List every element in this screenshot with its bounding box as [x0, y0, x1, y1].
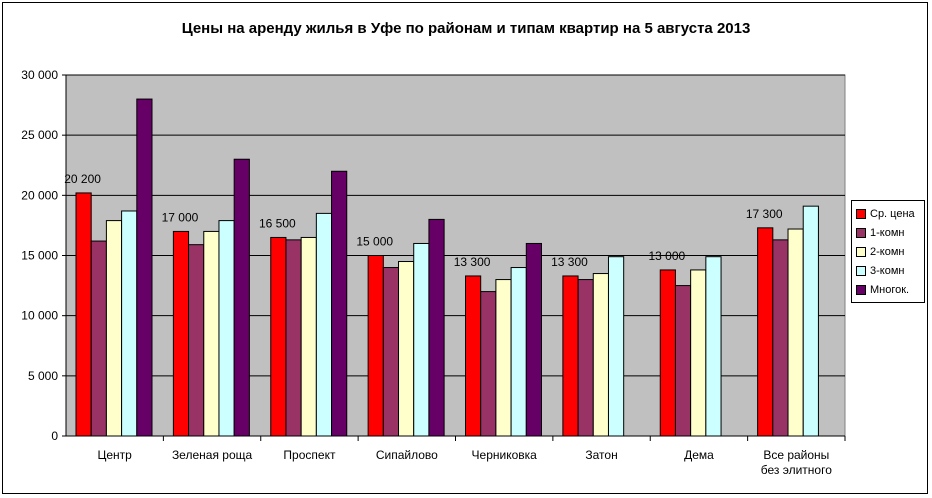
bar-Ср. цена — [562, 275, 579, 437]
bar-2-комн — [787, 228, 804, 437]
x-tick-label: Зеленая роща — [172, 448, 253, 462]
x-tick-label: Черниковка — [472, 448, 538, 462]
x-tick-label: Центр — [98, 448, 133, 462]
data-label: 17 300 — [746, 207, 783, 221]
legend-item: 3-комн — [856, 261, 924, 280]
data-label: 17 000 — [162, 210, 199, 224]
bar-3-комн — [121, 210, 138, 437]
x-tick-label: Затон — [585, 448, 617, 462]
bar-Многок. — [136, 98, 153, 437]
bar-Ср. цена — [367, 255, 384, 437]
y-tick-label: 20 000 — [21, 188, 58, 202]
bar-Ср. цена — [465, 275, 482, 437]
x-tick-label: Проспект — [283, 448, 336, 462]
bar-1-комн — [577, 279, 594, 437]
bar-3-комн — [705, 256, 722, 437]
chart-title: Цены на аренду жилья в Уфе по районам и … — [181, 20, 751, 37]
legend-swatch — [856, 265, 866, 276]
bar-3-комн — [802, 205, 819, 437]
y-tick-label: 25 000 — [21, 128, 58, 142]
legend: Ср. цена 1-комн 2-комн 3-комн Многок. — [851, 200, 925, 303]
legend-item: 1-комн — [856, 223, 924, 242]
legend-swatch — [856, 227, 866, 238]
y-tick-label: 5 000 — [28, 369, 58, 383]
bar-Ср. цена — [75, 192, 92, 437]
legend-label: Многок. — [870, 283, 910, 296]
legend-item: Многок. — [856, 280, 924, 299]
bar-3-комн — [315, 212, 333, 437]
bar-2-комн — [592, 273, 609, 437]
bar-Многок. — [428, 218, 445, 437]
bar-2-комн — [495, 279, 512, 437]
bar-Ср. цена — [172, 230, 190, 437]
bar-1-комн — [674, 285, 692, 437]
bar-2-комн — [690, 269, 707, 437]
bar-3-комн — [413, 242, 430, 437]
data-label: 13 300 — [454, 255, 491, 269]
y-tick-label: 0 — [51, 429, 58, 443]
legend-label: Ср. цена — [870, 207, 915, 220]
data-label: 13 300 — [551, 255, 588, 269]
bar-3-комн — [218, 220, 235, 437]
legend-label: 1-комн — [870, 226, 905, 239]
bar-2-комн — [398, 261, 415, 437]
bar-1-комн — [772, 239, 789, 437]
bar-2-комн — [105, 220, 123, 437]
data-label: 15 000 — [356, 235, 393, 249]
legend-item: Ср. цена — [856, 204, 924, 223]
legend-item: 2-комн — [856, 242, 924, 261]
legend-swatch — [856, 208, 866, 219]
bar-2-комн — [203, 230, 220, 437]
y-tick-label: 30 000 — [21, 68, 58, 82]
bar-2-комн — [300, 236, 317, 437]
bar-1-комн — [90, 240, 107, 437]
legend-swatch — [856, 284, 866, 295]
bar-Многок. — [525, 242, 542, 437]
bar-Ср. цена — [659, 269, 676, 437]
legend-label: 2-комн — [870, 245, 905, 258]
bar-3-комн — [607, 256, 625, 437]
bar-1-комн — [480, 291, 497, 437]
bar-Ср. цена — [757, 227, 774, 437]
data-label: 16 500 — [259, 216, 296, 230]
legend-swatch — [856, 246, 866, 257]
x-tick-label: Сипайлово — [376, 448, 438, 462]
bar-1-комн — [285, 239, 302, 437]
legend-label: 3-комн — [870, 264, 905, 277]
y-tick-label: 15 000 — [21, 249, 58, 263]
bar-1-комн — [382, 267, 400, 437]
x-tick-label: Все районы без элитного — [761, 448, 832, 477]
bar-Ср. цена — [270, 236, 287, 437]
x-tick-label: Дема — [684, 448, 714, 462]
bar-1-комн — [188, 244, 205, 437]
bar-Многок. — [331, 170, 348, 437]
bar-3-комн — [510, 267, 527, 437]
data-label: 20 200 — [64, 172, 101, 186]
bar-Многок. — [233, 158, 250, 437]
data-label: 13 000 — [648, 249, 685, 263]
y-tick-label: 10 000 — [21, 309, 58, 323]
